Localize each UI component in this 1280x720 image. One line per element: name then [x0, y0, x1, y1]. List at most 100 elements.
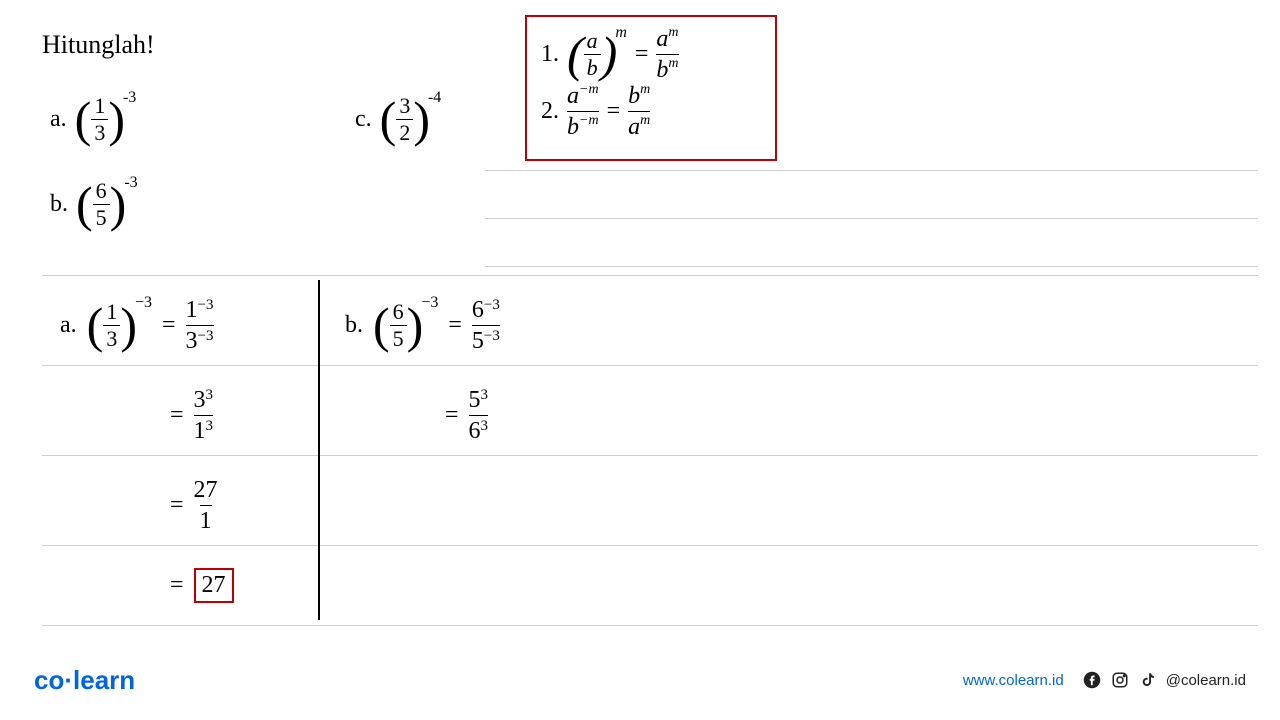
exponent: −3 [135, 294, 152, 312]
right-paren-icon: ) [407, 308, 424, 343]
rule-1-label: 1. [541, 41, 559, 68]
exp: −3 [198, 328, 214, 344]
left-paren-icon: ( [567, 37, 584, 72]
left-paren-icon: ( [380, 102, 397, 137]
exp: −3 [198, 297, 214, 313]
rules-box: 1. ( a b ) m = am bm 2. a−m b−m = [525, 15, 777, 161]
logo-dot-icon: · [64, 665, 73, 695]
social-handle[interactable]: @colearn.id [1166, 672, 1246, 689]
equals-sign: = [607, 98, 621, 125]
exp: −3 [484, 297, 500, 313]
den: 3 [103, 325, 120, 350]
exp: m [640, 82, 650, 97]
ruled-area-upper [485, 170, 1258, 270]
den: 3 [186, 328, 198, 354]
equals-sign: = [170, 572, 184, 599]
var: a [567, 83, 579, 109]
exponent-m: m [615, 24, 627, 42]
exponent: -3 [124, 174, 137, 192]
work-a-step2: = 33 13 [60, 370, 234, 460]
num: 1 [103, 301, 120, 325]
brand-logo: co·learn [34, 665, 135, 696]
left-paren-icon: ( [87, 308, 104, 343]
rule-2-label: 2. [541, 98, 559, 125]
den: 6 [469, 418, 481, 444]
equals-sign: = [162, 312, 176, 339]
var: a [628, 114, 640, 140]
work-b-step1: b. ( 6 5 ) −3 = 6−3 5−3 [345, 280, 500, 370]
exp: −m [579, 113, 599, 128]
work-b-label: b. [345, 312, 363, 339]
num: 1 [186, 297, 198, 323]
problem-c-label: c. [355, 106, 372, 133]
problem-b-label: b. [50, 191, 68, 218]
num: 27 [194, 478, 218, 505]
den: 1 [194, 418, 206, 444]
problem-c-expr: ( 3 2 ) -4 [380, 95, 442, 144]
var: b [567, 114, 579, 140]
right-paren-icon: ) [110, 187, 127, 222]
right-paren-icon: ) [108, 102, 125, 137]
page-title: Hitunglah! [42, 30, 155, 60]
problem-c: c. ( 3 2 ) -4 [355, 95, 441, 144]
work-a-step3: = 27 1 [60, 460, 234, 550]
frac-num: 1 [91, 95, 108, 119]
exp: 3 [206, 387, 214, 403]
work-a-step4: = 27 [60, 550, 234, 620]
exp: 3 [206, 418, 214, 434]
exponent: -4 [428, 89, 441, 107]
exp: m [668, 56, 678, 71]
exponent: −3 [421, 294, 438, 312]
facebook-icon[interactable] [1082, 670, 1102, 690]
logo-part-a: co [34, 665, 64, 695]
equals-sign: = [635, 41, 649, 68]
den: 5 [390, 325, 407, 350]
problem-b: b. ( 6 5 ) -3 [50, 180, 138, 229]
equals-sign: = [170, 492, 184, 519]
right-paren-icon: ) [413, 102, 430, 137]
work-b-step2: = 53 63 [345, 370, 500, 460]
social-links: @colearn.id [1082, 670, 1246, 690]
vertical-divider [318, 280, 320, 620]
exp: m [640, 113, 650, 128]
var: b [656, 57, 668, 83]
footer-url[interactable]: www.colearn.id [963, 672, 1064, 689]
num: 5 [469, 387, 481, 413]
num: 6 [472, 297, 484, 323]
frac-num: 3 [396, 95, 413, 119]
frac-den: 5 [93, 204, 110, 229]
den: 5 [472, 328, 484, 354]
logo-part-b: learn [73, 665, 135, 695]
page: Hitunglah! a. ( 1 3 ) -3 c. ( 3 2 ) -4 b… [0, 0, 1280, 720]
exp: m [668, 25, 678, 40]
exp: 3 [481, 387, 489, 403]
var: b [628, 83, 640, 109]
frac-num: 6 [93, 180, 110, 204]
rule-1: 1. ( a b ) m = am bm [541, 27, 761, 82]
num: 3 [194, 387, 206, 413]
problem-b-expr: ( 6 5 ) -3 [76, 180, 138, 229]
rule-2: 2. a−m b−m = bm am [541, 84, 761, 139]
frac-den: 3 [91, 119, 108, 144]
work-a-step1: a. ( 1 3 ) −3 = 1−3 3−3 [60, 280, 234, 370]
tiktok-icon[interactable] [1138, 670, 1158, 690]
work-b: b. ( 6 5 ) −3 = 6−3 5−3 = 53 63 [345, 280, 500, 460]
equals-sign: = [170, 402, 184, 429]
var-b: b [584, 54, 601, 79]
work-a-label: a. [60, 312, 77, 339]
instagram-icon[interactable] [1110, 670, 1130, 690]
exp: −3 [484, 328, 500, 344]
problem-a-label: a. [50, 106, 67, 133]
left-paren-icon: ( [373, 308, 390, 343]
left-paren-icon: ( [75, 102, 92, 137]
right-paren-icon: ) [120, 308, 137, 343]
right-paren-icon: ) [601, 37, 618, 72]
work-a: a. ( 1 3 ) −3 = 1−3 3−3 = 33 13 [60, 280, 234, 620]
den: 1 [200, 505, 212, 533]
problem-a: a. ( 1 3 ) -3 [50, 95, 136, 144]
left-paren-icon: ( [76, 187, 93, 222]
footer-right: www.colearn.id @colearn.id [963, 670, 1246, 690]
frac-den: 2 [396, 119, 413, 144]
equals-sign: = [445, 402, 459, 429]
exp: −m [579, 82, 599, 97]
